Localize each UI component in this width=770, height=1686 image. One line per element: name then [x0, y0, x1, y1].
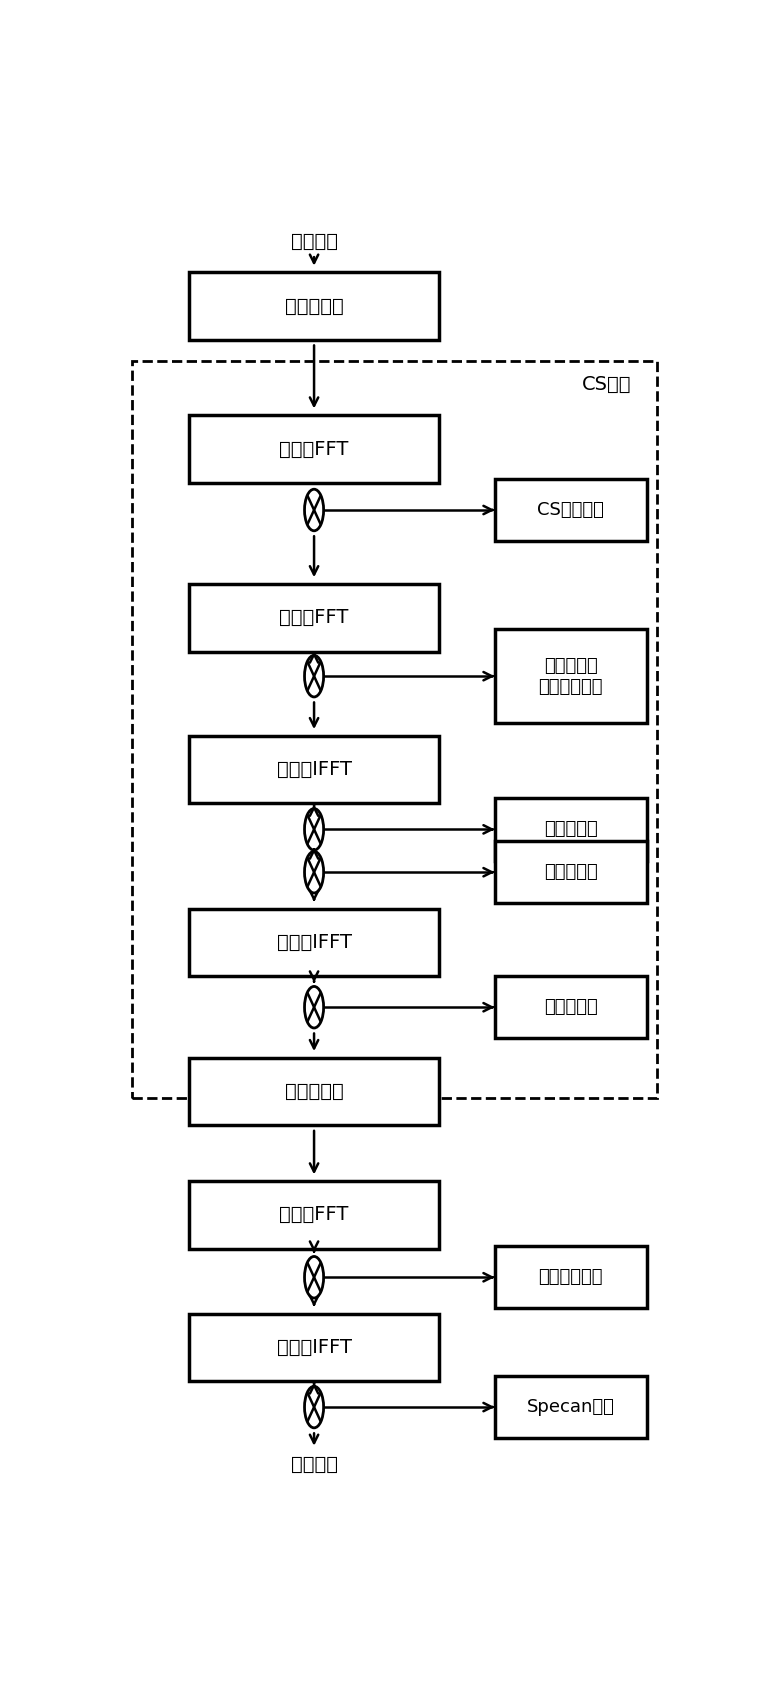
Bar [189, 1182, 440, 1249]
Circle shape [304, 1256, 323, 1298]
Text: CS算法: CS算法 [581, 374, 631, 393]
Text: 方位向FFT: 方位向FFT [280, 440, 349, 459]
Text: 方位向压缩: 方位向压缩 [544, 821, 598, 838]
Text: 残留调频补唇: 残留调频补唇 [538, 1268, 603, 1286]
Bar [494, 797, 647, 860]
Bar [494, 629, 647, 723]
Bar [494, 841, 647, 904]
Bar [132, 361, 657, 1098]
Bar [189, 1057, 440, 1125]
Bar [494, 1246, 647, 1308]
Bar [189, 415, 440, 482]
Text: 距离压缩及
距离徙动校正: 距离压缩及 距离徙动校正 [538, 658, 603, 696]
Text: 最终成像: 最终成像 [290, 1455, 337, 1474]
Text: 子孔径划分: 子孔径划分 [285, 297, 343, 315]
Text: 距离向FFT: 距离向FFT [280, 609, 349, 627]
Text: 子孔径合成: 子孔径合成 [285, 1082, 343, 1101]
Text: 方位向IFFT: 方位向IFFT [276, 932, 352, 953]
Text: 方位向FFT: 方位向FFT [280, 1205, 349, 1224]
Bar [494, 976, 647, 1039]
Circle shape [304, 489, 323, 531]
Bar [189, 909, 440, 976]
Bar [189, 1313, 440, 1381]
Text: 距离向IFFT: 距离向IFFT [276, 760, 352, 779]
Text: 去调频处理: 去调频处理 [544, 998, 598, 1017]
Text: Specan补唇: Specan补唇 [527, 1398, 614, 1416]
Text: 原始数据: 原始数据 [290, 231, 337, 251]
Text: CS变标因子: CS变标因子 [537, 501, 604, 519]
Circle shape [304, 1386, 323, 1428]
Text: 方位向IFFT: 方位向IFFT [276, 1339, 352, 1357]
Bar [189, 273, 440, 341]
Bar [494, 1376, 647, 1438]
Circle shape [304, 656, 323, 696]
Bar [494, 479, 647, 541]
Bar [189, 735, 440, 804]
Circle shape [304, 986, 323, 1028]
Circle shape [304, 851, 323, 894]
Circle shape [304, 809, 323, 850]
Bar [189, 583, 440, 651]
Text: 二次项补唇: 二次项补唇 [544, 863, 598, 882]
